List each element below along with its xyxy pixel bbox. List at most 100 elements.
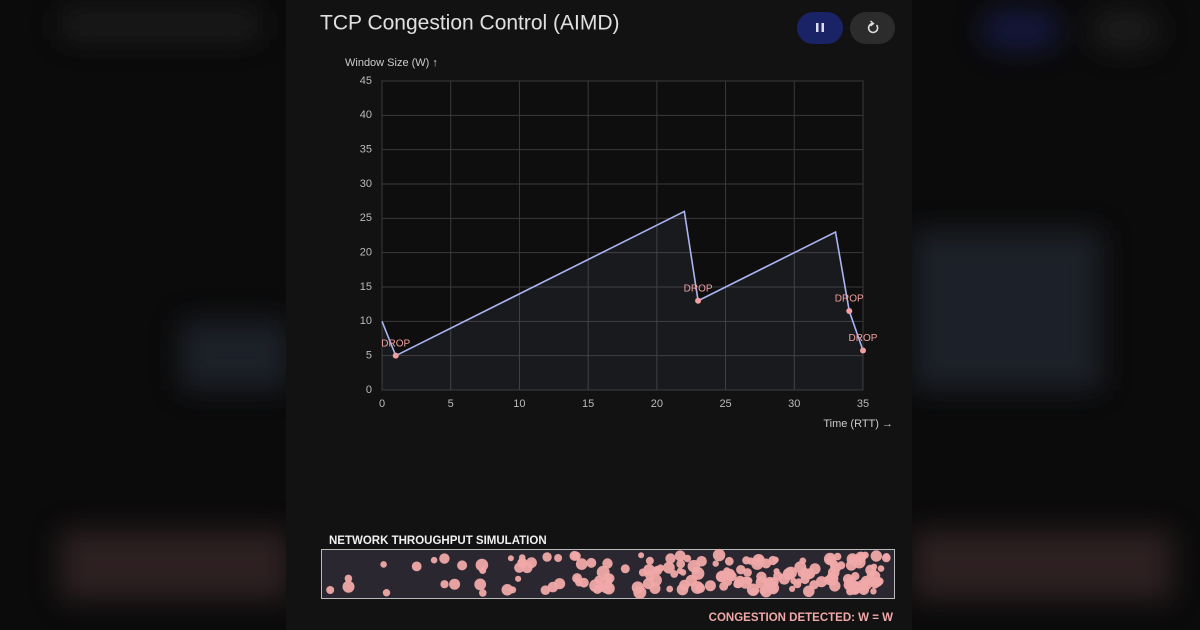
particle — [457, 560, 468, 571]
particle — [857, 583, 866, 592]
particle — [809, 580, 819, 590]
particle — [761, 558, 772, 569]
y-tick-label: 30 — [360, 178, 372, 190]
particle — [517, 558, 527, 568]
particle — [724, 556, 734, 566]
particle — [542, 552, 552, 562]
particle — [602, 558, 613, 569]
y-axis-label: Window Size (W) ↑ — [345, 57, 438, 69]
particle — [344, 574, 353, 583]
particle — [547, 581, 559, 593]
drop-point — [392, 352, 399, 359]
particle — [848, 555, 857, 564]
particle — [475, 558, 489, 572]
particle — [674, 550, 686, 562]
drop-label: DROP — [849, 333, 878, 344]
particle — [501, 584, 514, 596]
drop-point — [846, 308, 853, 315]
drop-label: DROP — [835, 294, 864, 305]
particle — [855, 551, 867, 563]
particle — [679, 569, 687, 576]
particle — [326, 586, 335, 594]
particle — [554, 554, 563, 562]
pause-button[interactable] — [797, 12, 843, 44]
status: CONGESTION DETECTED: W = W — [709, 612, 893, 624]
particle — [430, 556, 438, 564]
particle — [815, 576, 828, 588]
particle — [794, 561, 807, 574]
y-tick-label: 5 — [366, 350, 372, 362]
particle — [670, 570, 679, 578]
drop-label: DROP — [684, 283, 713, 294]
particle — [692, 566, 700, 574]
particle — [704, 580, 716, 592]
particle — [342, 580, 355, 593]
particle — [666, 585, 674, 593]
drop-point — [695, 297, 702, 304]
particle — [712, 560, 719, 567]
particle — [756, 571, 767, 582]
particle — [575, 558, 588, 570]
particle — [663, 561, 675, 574]
particle — [782, 567, 795, 580]
particle — [572, 573, 583, 584]
blurred-backdrop — [60, 10, 1172, 600]
particle — [665, 553, 676, 564]
particle — [638, 568, 647, 577]
restart-button[interactable] — [850, 12, 895, 44]
x-tick-label: 20 — [651, 398, 663, 410]
y-tick-label: 40 — [360, 109, 372, 121]
y-tick-label: 35 — [360, 144, 372, 156]
particle — [733, 580, 741, 589]
particle — [875, 577, 884, 586]
particle — [569, 550, 580, 561]
particle — [789, 585, 796, 593]
particle — [790, 577, 797, 585]
particle — [696, 556, 707, 567]
particle — [507, 555, 514, 562]
particle — [653, 566, 661, 574]
particle — [845, 577, 853, 585]
particle — [723, 577, 733, 586]
particle — [645, 556, 654, 565]
particle — [602, 582, 615, 595]
particle — [586, 557, 597, 568]
particle — [479, 589, 487, 597]
y-tick-label: 0 — [366, 384, 372, 396]
particle — [837, 561, 846, 570]
x-tick-label: 0 — [379, 398, 385, 410]
particle — [411, 561, 422, 572]
x-tick-label: 15 — [582, 398, 594, 410]
drop-point — [860, 347, 866, 354]
particle — [474, 578, 487, 591]
x-tick-label: 25 — [719, 398, 731, 410]
area — [382, 211, 863, 390]
y-tick-label: 20 — [360, 247, 372, 259]
particle — [772, 556, 779, 563]
particle — [449, 578, 461, 590]
plot-area — [381, 80, 864, 391]
particle — [827, 576, 838, 586]
particle — [638, 552, 645, 559]
x-tick-label: 35 — [857, 398, 869, 410]
y-tick-label: 25 — [360, 212, 372, 224]
particle — [833, 552, 842, 561]
title: TCP Congestion Control (AIMD) — [320, 12, 620, 35]
particle — [750, 587, 758, 596]
chart: 0 5 10 15 20 25 30 35 40 45 0 5 10 15 20 25 30 35 Window S… — [345, 57, 893, 430]
particle — [439, 553, 450, 564]
particle — [809, 563, 821, 575]
particle — [676, 559, 686, 569]
particle — [773, 568, 780, 575]
particle — [515, 575, 522, 582]
particle — [747, 557, 755, 565]
x-axis-label: Time (RTT) → — [823, 418, 893, 430]
y-tick-label: 45 — [360, 75, 372, 87]
particle — [870, 588, 877, 595]
particle — [676, 583, 689, 596]
particle — [712, 548, 726, 562]
particle — [743, 568, 752, 577]
x-tick-label: 5 — [448, 398, 454, 410]
